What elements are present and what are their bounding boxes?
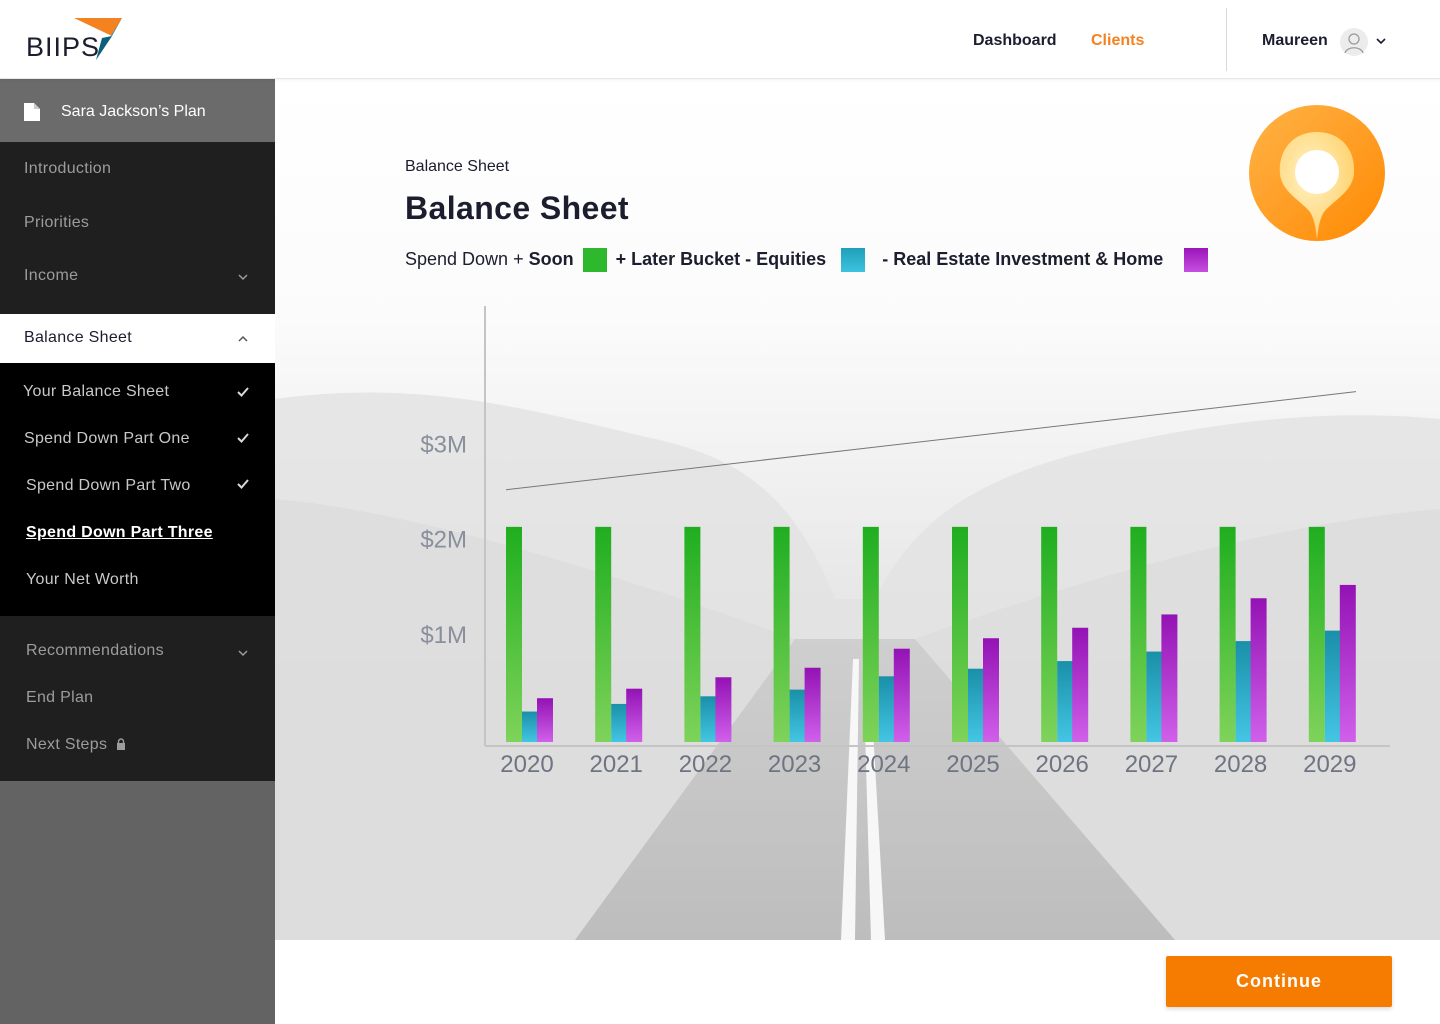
hero-background xyxy=(275,79,1440,940)
breadcrumb: Balance Sheet xyxy=(405,158,510,175)
legend-real-estate-label: - Real Estate Investment & Home xyxy=(882,248,1164,269)
document-icon xyxy=(24,103,40,126)
bar-later-bucket-equities xyxy=(968,668,984,742)
lock-icon xyxy=(117,738,126,750)
bar-real-estate-investment-home xyxy=(1339,584,1356,742)
bar-later-bucket-equities xyxy=(522,711,538,742)
bar-later-bucket-equities xyxy=(789,689,806,742)
x-tick-label: 2027 xyxy=(1125,751,1178,778)
sidebar-item-balance-sheet[interactable]: Balance Sheet xyxy=(24,329,132,346)
legend-prefix: Spend Down + xyxy=(405,248,529,269)
checkmark-icon xyxy=(236,431,250,449)
user-avatar-icon[interactable] xyxy=(1340,28,1368,56)
top-bar: BIIPS Dashboard Clients Maureen xyxy=(0,0,1440,79)
x-tick-label: 2025 xyxy=(946,751,999,778)
x-tick-label: 2021 xyxy=(590,751,643,778)
nav-dashboard[interactable]: Dashboard xyxy=(973,32,1057,49)
plan-title: Sara Jackson’s Plan xyxy=(61,103,206,120)
legend-later-label: + Later Bucket - Equities xyxy=(615,248,827,269)
bar-later-bucket-equities xyxy=(611,703,628,742)
balance-sheet-chevron-up-icon[interactable] xyxy=(238,331,248,346)
sidebar-item-spend-down-part-one[interactable]: Spend Down Part One xyxy=(24,430,190,447)
sidebar-item-next-steps[interactable]: Next Steps xyxy=(26,736,126,754)
bar-soon xyxy=(773,526,790,742)
sidebar-item-spend-down-part-three[interactable]: Spend Down Part Three xyxy=(26,524,213,541)
bar-real-estate-investment-home xyxy=(626,688,643,742)
biips-logo[interactable]: BIIPS xyxy=(26,16,136,66)
x-tick-label: 2028 xyxy=(1214,751,1267,778)
bar-soon xyxy=(1308,526,1325,742)
sidebar-item-priorities[interactable]: Priorities xyxy=(24,214,90,231)
nav-group-secondary xyxy=(0,616,275,781)
legend-real-estate-swatch xyxy=(1184,248,1209,272)
sidebar-item-introduction[interactable]: Introduction xyxy=(24,160,112,177)
road-landscape-image xyxy=(275,392,1440,940)
bar-real-estate-investment-home xyxy=(1250,598,1267,742)
bar-later-bucket-equities xyxy=(700,696,717,742)
logo-text: BIIPS xyxy=(26,32,101,62)
nav-group-balance-sheet xyxy=(0,363,275,616)
sidebar-item-recommendations[interactable]: Recommendations xyxy=(26,642,164,659)
bar-later-bucket-equities xyxy=(1235,641,1252,742)
x-tick-label: 2029 xyxy=(1303,751,1356,778)
sidebar-item-next-steps-label: Next Steps xyxy=(26,736,108,753)
x-tick-label: 2024 xyxy=(857,751,910,778)
bar-soon xyxy=(1041,526,1058,742)
continue-button[interactable]: Continue xyxy=(1166,956,1392,1007)
y-tick-label: $3M xyxy=(420,431,467,458)
bar-real-estate-investment-home xyxy=(983,638,999,742)
bar-soon xyxy=(862,526,879,742)
user-name[interactable]: Maureen xyxy=(1262,32,1328,49)
y-tick-label: $2M xyxy=(420,527,467,554)
bar-later-bucket-equities xyxy=(1057,661,1074,742)
sidebar: Sara Jackson’s Plan Introduction Priorit… xyxy=(0,79,275,1024)
sidebar-item-income[interactable]: Income xyxy=(24,267,79,284)
chart-legend: Spend Down + Soon + Later Bucket - Equit… xyxy=(405,248,1212,272)
logo-arrow-icon xyxy=(74,18,122,60)
bar-later-bucket-equities xyxy=(1146,651,1163,742)
legend-later-swatch xyxy=(841,248,866,272)
bar-soon xyxy=(952,526,968,742)
sidebar-item-spend-down-part-two[interactable]: Spend Down Part Two xyxy=(26,477,191,494)
bar-real-estate-investment-home xyxy=(1161,614,1178,742)
x-tick-label: 2023 xyxy=(768,751,821,778)
sidebar-item-your-net-worth[interactable]: Your Net Worth xyxy=(26,571,139,588)
bar-real-estate-investment-home xyxy=(1072,627,1089,742)
sidebar-item-end-plan[interactable]: End Plan xyxy=(26,689,94,706)
page-title: Balance Sheet xyxy=(405,190,629,226)
user-menu-chevron-down-icon[interactable] xyxy=(1376,34,1386,48)
bar-later-bucket-equities xyxy=(1324,630,1341,742)
nav-group-primary xyxy=(0,142,275,314)
bar-soon xyxy=(506,526,522,742)
x-tick-label: 2020 xyxy=(500,751,553,778)
bar-soon xyxy=(1130,526,1147,742)
bar-real-estate-investment-home xyxy=(715,677,732,742)
recommendations-chevron-down-icon[interactable] xyxy=(238,645,248,660)
y-tick-label: $1M xyxy=(420,622,467,649)
x-tick-label: 2022 xyxy=(679,751,732,778)
bar-later-bucket-equities xyxy=(878,676,895,742)
header-divider xyxy=(1226,8,1227,71)
bar-real-estate-investment-home xyxy=(893,648,910,742)
legend-soon-swatch xyxy=(582,248,607,272)
bar-soon xyxy=(595,526,612,742)
checkmark-icon xyxy=(236,477,250,495)
bar-soon xyxy=(1219,526,1236,742)
nav-clients[interactable]: Clients xyxy=(1091,32,1145,49)
sidebar-section-balance-sheet-bg xyxy=(0,314,275,363)
sidebar-item-your-balance-sheet[interactable]: Your Balance Sheet xyxy=(23,383,170,400)
bar-real-estate-investment-home xyxy=(804,667,821,742)
income-chevron-down-icon[interactable] xyxy=(238,269,248,284)
bar-soon xyxy=(684,526,701,742)
trend-line xyxy=(505,391,1357,491)
bar-real-estate-investment-home xyxy=(537,698,553,742)
checkmark-icon xyxy=(236,385,250,403)
legend-soon-label: Soon xyxy=(528,248,574,269)
brand-badge-icon xyxy=(1248,104,1386,247)
plan-header[interactable]: Sara Jackson’s Plan xyxy=(0,79,275,142)
x-tick-label: 2026 xyxy=(1036,751,1089,778)
balance-sheet-bar-chart: $3M $2M $1M 2020 2021 2022 2023 2024 2025 2026 202… xyxy=(420,306,1390,778)
